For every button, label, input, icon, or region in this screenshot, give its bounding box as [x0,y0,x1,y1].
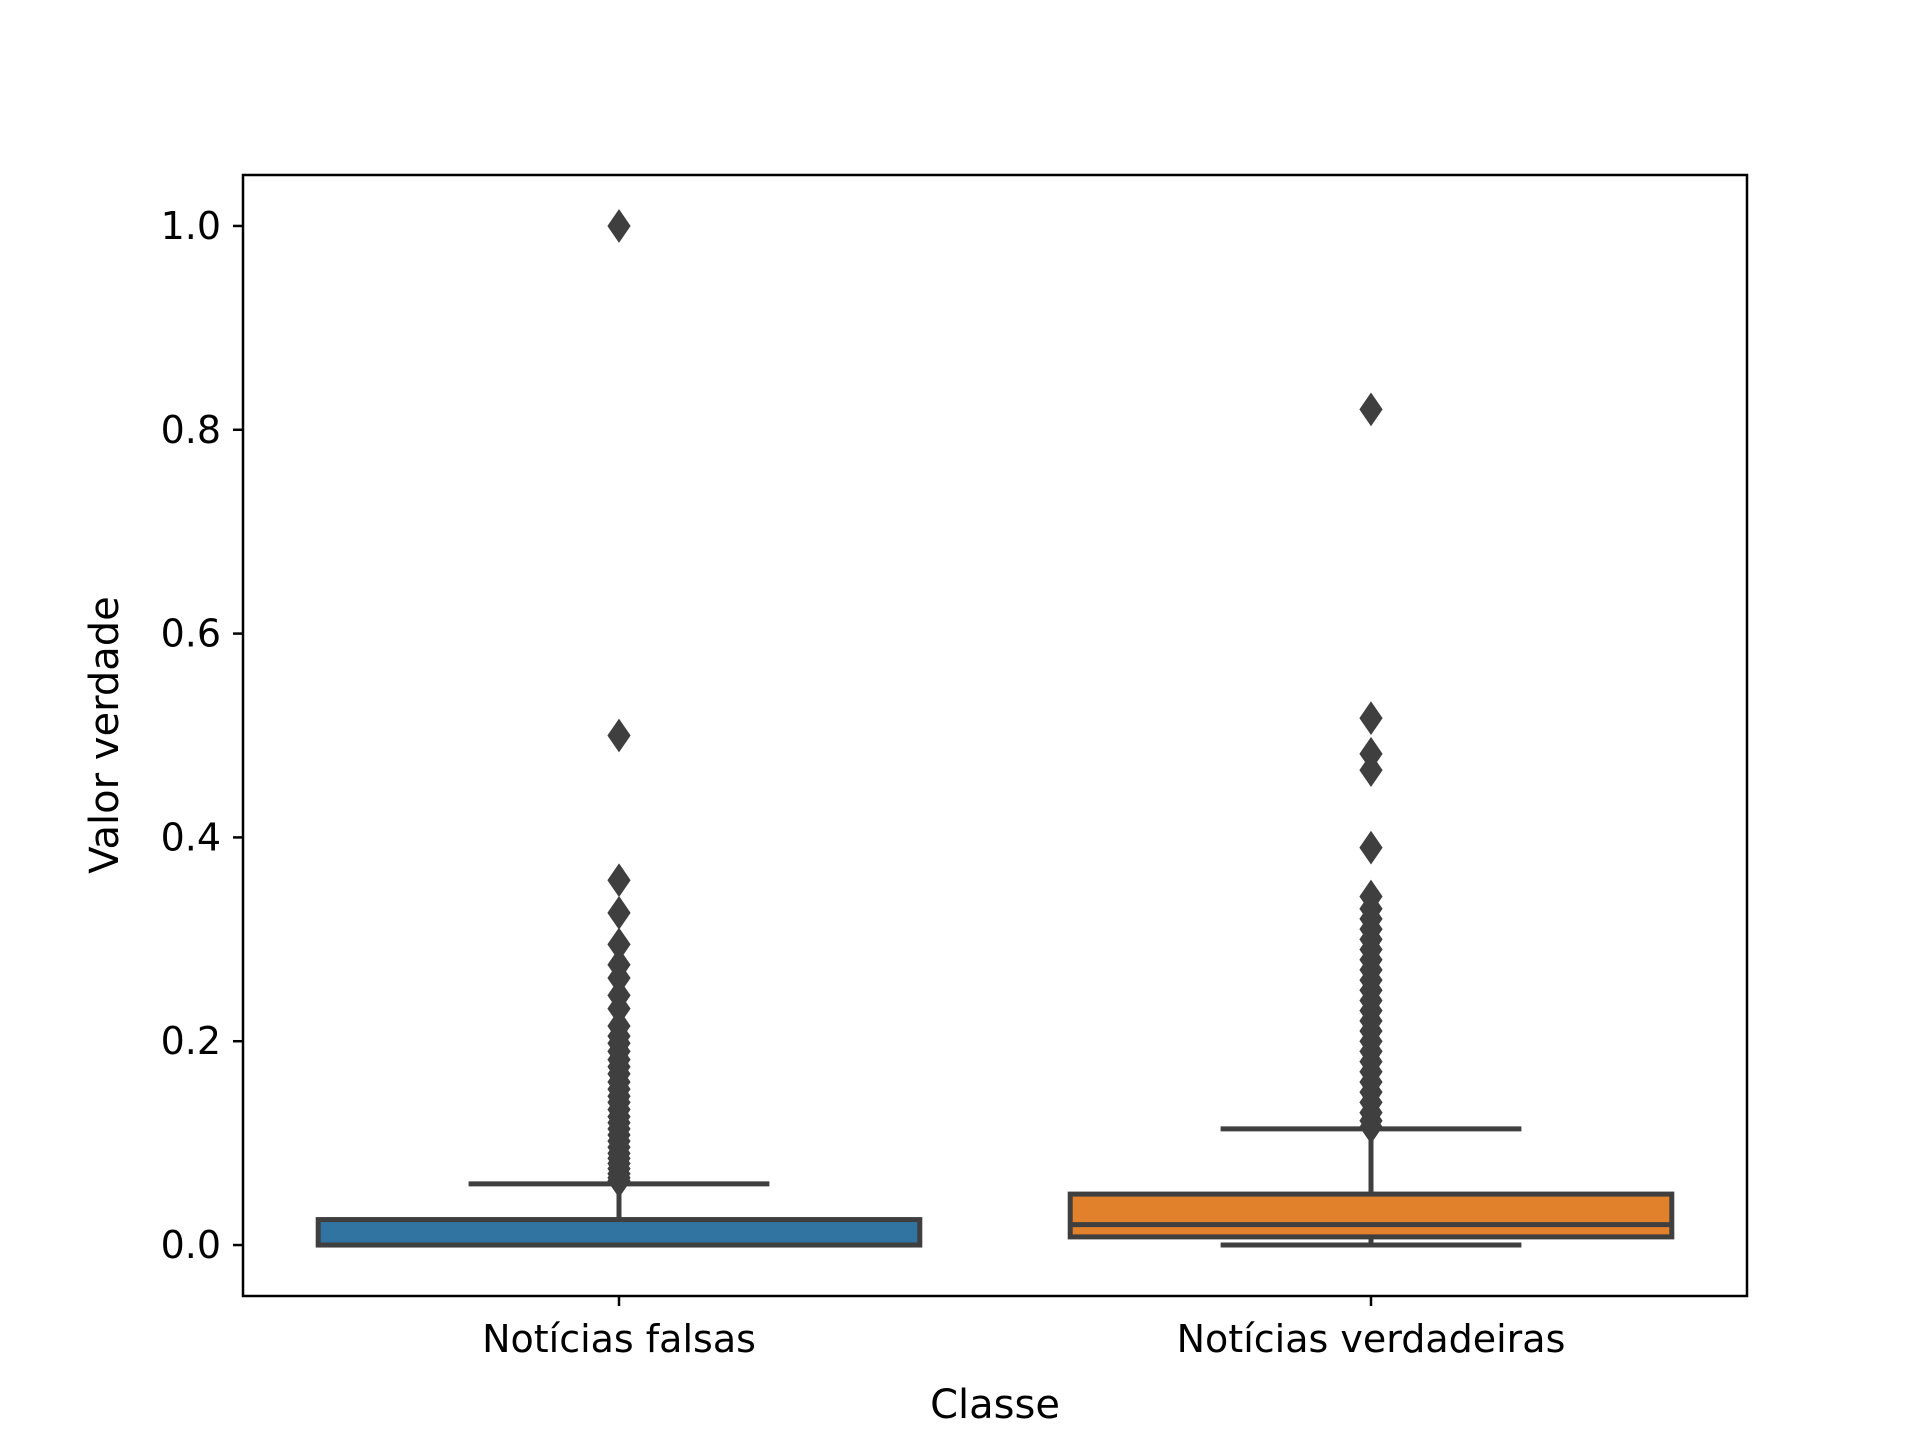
box-iqr [1067,1191,1675,1240]
outlier-point [1359,753,1383,788]
y-tick-label: 0.4 [161,815,221,859]
outlier-point [1359,1109,1383,1144]
outlier-point [1359,830,1383,865]
outlier-point [607,718,631,753]
plot-frame [241,173,1749,1298]
y-axis-label: Valor verdade [82,596,128,873]
y-tick-label: 0.0 [161,1223,221,1267]
box-group [1067,392,1675,1248]
y-tick-label: 1.0 [161,204,221,248]
box-iqr [315,1217,923,1248]
x-tick-label: Notícias verdadeiras [1177,1317,1566,1361]
y-axis: 0.0 0.2 0.4 0.6 0.8 1.0 [161,204,243,1267]
y-tick-label: 0.6 [161,612,221,656]
x-axis: Notícias falsas Notícias verdadeiras [482,1296,1565,1361]
outlier-point [607,1163,631,1198]
x-axis-label: Classe [930,1382,1060,1428]
y-tick-label: 0.8 [161,408,221,452]
outlier-point [1359,392,1383,427]
outlier-point [1359,701,1383,736]
x-tick-label: Notícias falsas [482,1317,756,1361]
y-tick-label: 0.2 [161,1019,221,1063]
outlier-point [607,209,631,243]
boxes-layer [315,209,1675,1248]
plot-area [243,175,1747,1296]
box-group [315,209,923,1248]
